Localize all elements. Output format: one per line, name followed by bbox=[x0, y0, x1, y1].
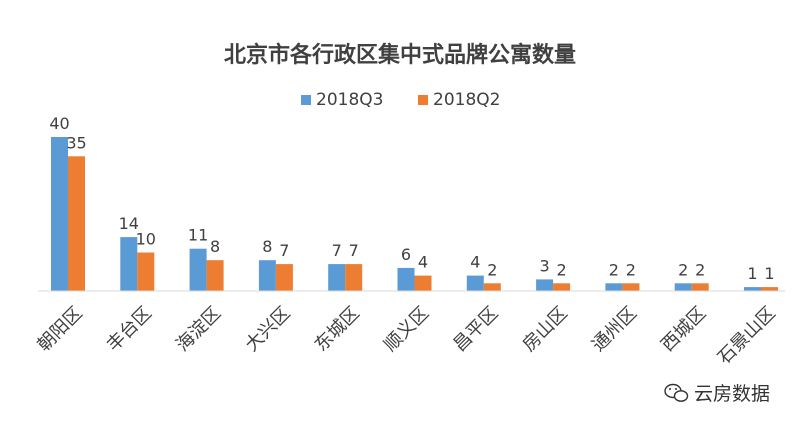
data-label-2018q2-cat9: 2 bbox=[695, 260, 705, 279]
bar-2018q3-cat7 bbox=[536, 279, 554, 291]
data-label-2018q3-cat8: 2 bbox=[609, 260, 619, 279]
bar-2018q2-cat3 bbox=[275, 264, 293, 291]
category-label-cat10: 石景山区 bbox=[714, 303, 780, 369]
category-label-cat3: 大兴区 bbox=[241, 303, 294, 356]
bar-2018q2-cat6 bbox=[483, 283, 501, 291]
legend-label-2018q3: 2018Q3 bbox=[316, 90, 383, 110]
bar-2018q3-cat9 bbox=[674, 283, 692, 291]
legend-swatch-2018q2 bbox=[418, 95, 428, 105]
legend-swatch-2018q3 bbox=[301, 95, 311, 105]
data-label-2018q3-cat5: 6 bbox=[401, 245, 411, 264]
bar-2018q3-cat1 bbox=[120, 237, 138, 291]
bar-2018q3-cat5 bbox=[397, 267, 415, 291]
bar-2018q3-cat2 bbox=[189, 248, 207, 292]
data-label-2018q3-cat9: 2 bbox=[678, 260, 688, 279]
data-label-2018q2-cat0: 35 bbox=[66, 133, 86, 152]
data-label-2018q2-cat8: 2 bbox=[626, 260, 636, 279]
bar-2018q3-cat10 bbox=[744, 287, 761, 291]
chart-title: 北京市各行政区集中式品牌公寓数量 bbox=[224, 42, 576, 68]
data-label-2018q2-cat10: 1 bbox=[764, 264, 774, 283]
watermark: 云房数据 bbox=[664, 383, 770, 405]
category-label-cat6: 昌平区 bbox=[449, 303, 502, 356]
category-label-cat0: 朝阳区 bbox=[34, 303, 87, 356]
legend: 2018Q3 2018Q2 bbox=[301, 90, 500, 110]
data-label-2018q3-cat10: 1 bbox=[747, 264, 757, 283]
bars-group bbox=[51, 137, 778, 292]
data-label-2018q3-cat6: 4 bbox=[470, 253, 480, 272]
data-label-2018q3-cat0: 40 bbox=[49, 114, 69, 133]
category-label-cat4: 东城区 bbox=[311, 303, 364, 356]
data-label-2018q2-cat1: 10 bbox=[136, 230, 156, 249]
legend-label-2018q2: 2018Q2 bbox=[433, 90, 500, 110]
bar-2018q2-cat0 bbox=[68, 156, 85, 292]
data-label-2018q2-cat6: 2 bbox=[487, 260, 497, 279]
bar-2018q2-cat5 bbox=[414, 275, 432, 291]
bar-2018q2-cat1 bbox=[137, 252, 155, 291]
data-label-2018q3-cat7: 3 bbox=[540, 256, 550, 275]
data-label-2018q2-cat7: 2 bbox=[557, 260, 567, 279]
category-label-cat8: 通州区 bbox=[588, 303, 641, 356]
data-label-2018q3-cat3: 8 bbox=[262, 237, 272, 256]
bar-2018q3-cat6 bbox=[466, 275, 484, 291]
bar-2018q3-cat3 bbox=[258, 260, 276, 291]
bar-2018q3-cat0 bbox=[51, 137, 68, 291]
category-label-cat1: 丰台区 bbox=[103, 303, 156, 356]
category-label-cat9: 西城区 bbox=[657, 303, 710, 356]
category-label-cat2: 海淀区 bbox=[172, 303, 225, 356]
data-label-2018q3-cat4: 7 bbox=[332, 241, 342, 260]
data-label-2018q2-cat5: 4 bbox=[418, 253, 428, 272]
wechat-logo-icon bbox=[664, 383, 689, 402]
category-label-cat7: 房山区 bbox=[519, 303, 572, 356]
bar-2018q2-cat2 bbox=[206, 260, 224, 291]
bar-2018q2-cat10 bbox=[761, 287, 778, 291]
bar-2018q2-cat4 bbox=[345, 264, 363, 291]
data-label-2018q2-cat2: 8 bbox=[210, 237, 220, 256]
data-label-2018q3-cat2: 11 bbox=[188, 226, 208, 245]
bar-2018q3-cat8 bbox=[605, 283, 623, 291]
data-label-2018q2-cat3: 7 bbox=[279, 241, 289, 260]
watermark-text: 云房数据 bbox=[694, 383, 770, 405]
bar-2018q2-cat9 bbox=[691, 283, 709, 291]
data-label-2018q3-cat1: 14 bbox=[119, 214, 139, 233]
category-labels-group: 朝阳区 丰台区 海淀区 大兴区 东城区 顺义区 昌平区 房山区 通州区 西城区 石景山区 bbox=[34, 303, 780, 369]
data-label-2018q2-cat4: 7 bbox=[349, 241, 359, 260]
bar-2018q2-cat8 bbox=[622, 283, 640, 291]
category-label-cat5: 顺义区 bbox=[380, 303, 433, 356]
bar-2018q3-cat4 bbox=[328, 264, 346, 291]
bar-2018q2-cat7 bbox=[553, 283, 571, 291]
